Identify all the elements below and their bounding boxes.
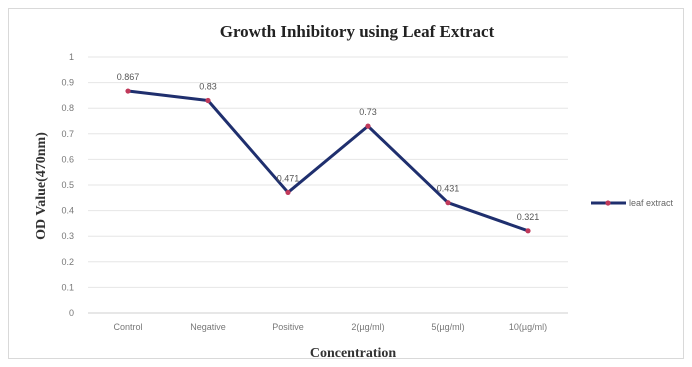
y-tick-label: 0.9 [61,78,74,88]
data-label: 0.73 [359,107,377,117]
data-point [525,228,531,234]
y-tick-label: 0 [69,308,74,318]
legend-marker-icon [605,200,611,206]
x-tick-label: 5(µg/ml) [431,322,464,332]
y-tick-label: 1 [69,52,74,62]
y-tick-label: 0.1 [61,282,74,292]
data-point [125,88,131,94]
series-line [127,89,529,233]
y-axis-ticks: 0 0.1 0.2 0.3 0.4 0.5 0.6 0.7 0.8 0.9 1 [61,52,74,318]
data-label: 0.471 [277,173,300,183]
legend-label: leaf extract [629,198,674,208]
y-axis-title: OD Value(470nm) [34,132,49,240]
x-axis-ticks: Control Negative Positive 2(µg/ml) 5(µg/ml) 1… [113,322,547,332]
y-tick-label: 0.3 [61,231,74,241]
data-label: 0.431 [437,184,460,194]
x-tick-label: 2(µg/ml) [351,322,384,332]
x-tick-label: 10(µg/ml) [509,322,547,332]
y-tick-label: 0.4 [61,206,74,216]
y-tick-label: 0.5 [61,180,74,190]
data-point [365,123,371,129]
data-label: 0.867 [117,72,140,82]
x-tick-label: Negative [190,322,226,332]
data-point [445,200,451,206]
y-tick-label: 0.2 [61,257,74,267]
y-tick-label: 0.8 [61,103,74,113]
data-label: 0.83 [199,82,217,92]
y-tick-label: 0.6 [61,154,74,164]
series-leaf-extract [125,88,531,234]
x-tick-label: Control [113,322,142,332]
gridlines [88,56,568,314]
x-axis-title: Concentration [310,346,397,361]
chart-title: Growth Inhibitory using Leaf Extract [220,22,495,41]
data-point [285,189,291,196]
data-point [205,97,211,104]
data-label: 0.321 [517,212,540,222]
chart-frame [8,8,684,359]
legend: leaf extract [591,198,674,208]
data-labels: 0.867 0.83 0.471 0.73 0.431 0.321 [117,72,540,222]
x-tick-label: Positive [272,322,304,332]
y-tick-label: 0.7 [61,129,74,139]
